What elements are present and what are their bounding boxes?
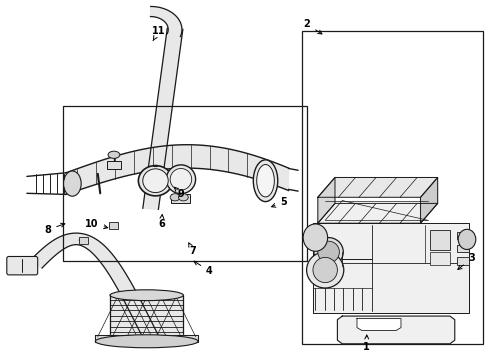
Ellipse shape (306, 252, 343, 288)
Polygon shape (29, 233, 158, 339)
Ellipse shape (95, 335, 198, 348)
Bar (62, 106, 306, 261)
Bar (456, 245, 468, 252)
Polygon shape (95, 335, 198, 342)
Ellipse shape (110, 290, 183, 301)
Bar (171, 194, 189, 203)
Ellipse shape (256, 165, 274, 197)
Ellipse shape (313, 238, 343, 266)
Polygon shape (420, 177, 437, 223)
Text: 2: 2 (303, 19, 321, 34)
Polygon shape (317, 177, 437, 197)
Ellipse shape (170, 194, 180, 201)
Ellipse shape (178, 194, 188, 201)
Polygon shape (150, 6, 182, 37)
Text: 10: 10 (85, 219, 107, 229)
Text: 8: 8 (44, 223, 65, 235)
Text: 6: 6 (158, 215, 164, 229)
Ellipse shape (312, 257, 337, 283)
Bar (429, 230, 449, 250)
Bar (106, 161, 121, 169)
Bar (456, 232, 468, 239)
Polygon shape (337, 316, 454, 344)
Ellipse shape (108, 151, 120, 158)
Polygon shape (110, 295, 183, 338)
Bar (429, 252, 449, 265)
Text: 1: 1 (363, 335, 369, 352)
Ellipse shape (142, 169, 168, 193)
Polygon shape (142, 28, 183, 210)
Bar (456, 257, 468, 265)
Ellipse shape (253, 160, 277, 202)
Polygon shape (312, 223, 468, 313)
Bar (79, 237, 87, 244)
Text: 11: 11 (152, 26, 165, 41)
Text: 4: 4 (194, 261, 212, 276)
Ellipse shape (138, 166, 172, 196)
Polygon shape (356, 319, 400, 330)
Ellipse shape (166, 165, 195, 194)
Ellipse shape (170, 168, 191, 190)
Text: 5: 5 (271, 197, 286, 207)
Ellipse shape (457, 229, 475, 249)
Bar (108, 222, 118, 229)
Polygon shape (317, 203, 437, 223)
Ellipse shape (63, 171, 81, 196)
Text: 9: 9 (174, 187, 184, 199)
Text: 7: 7 (188, 243, 196, 256)
Bar (302, 31, 482, 344)
Polygon shape (317, 177, 334, 223)
Text: 3: 3 (457, 253, 474, 269)
Ellipse shape (303, 224, 327, 251)
Ellipse shape (317, 241, 339, 263)
Polygon shape (66, 145, 288, 194)
FancyBboxPatch shape (7, 256, 38, 275)
